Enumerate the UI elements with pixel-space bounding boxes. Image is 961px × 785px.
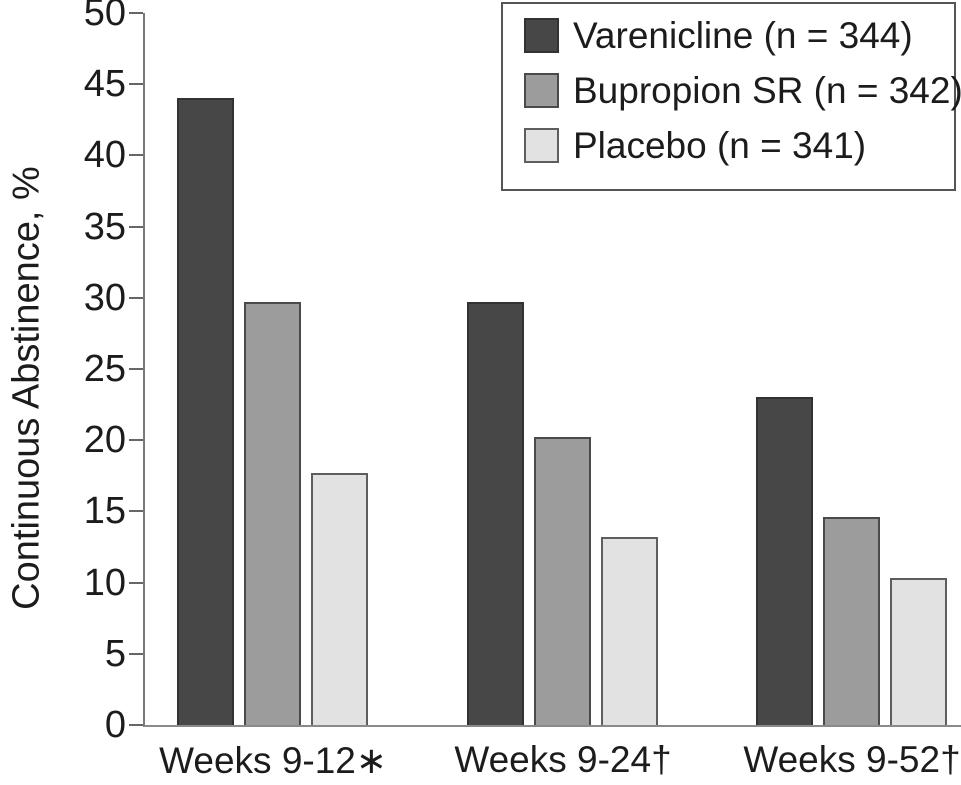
y-tick-label: 25 <box>83 348 126 390</box>
x-category-label-weeks-9-24: Weeks 9-24† <box>454 739 672 780</box>
legend-item-bupropion: Bupropion SR (n = 342) <box>524 72 961 109</box>
y-tick-mark <box>129 154 143 157</box>
y-tick-label: 5 <box>104 632 126 675</box>
legend-label-placebo: Placebo (n = 341) <box>573 125 867 166</box>
bar-series1-group0 <box>244 302 301 725</box>
legend-item-placebo: Placebo (n = 341) <box>524 125 954 166</box>
y-tick-label: 40 <box>83 134 126 177</box>
y-tick-mark <box>129 83 143 86</box>
legend-item-varenicline: Varenicline (n = 344) <box>524 15 954 56</box>
y-tick-mark <box>129 724 143 726</box>
y-tick-label: 0 <box>104 704 126 746</box>
varenicline-swatch-icon <box>524 18 559 53</box>
y-tick-mark <box>129 652 143 655</box>
x-category-label-weeks-9-12: Weeks 9-12∗ <box>159 740 387 781</box>
y-tick-mark <box>129 368 143 370</box>
y-tick-mark <box>129 12 143 14</box>
y-tick-label: 50 <box>83 0 126 34</box>
legend-label-bupropion: Bupropion SR (n = 342) <box>573 70 961 111</box>
placebo-swatch-icon <box>524 128 559 163</box>
plot-area <box>129 12 961 727</box>
bar-series0-group0 <box>177 98 234 725</box>
legend-label-varenicline: Varenicline (n = 344) <box>573 15 913 56</box>
y-tick-mark <box>129 225 143 228</box>
y-tick-mark <box>129 296 143 299</box>
bar-series2-group2 <box>890 578 947 725</box>
y-tick-mark <box>129 510 143 513</box>
y-tick-mark <box>129 581 143 584</box>
bar-series1-group1 <box>534 437 591 725</box>
y-tick-label: 35 <box>83 205 126 248</box>
y-tick-mark <box>129 439 143 442</box>
x-category-label-weeks-9-52: Weeks 9-52† <box>743 739 961 780</box>
bar-series2-group0 <box>311 472 368 725</box>
y-tick-label: 45 <box>83 63 126 106</box>
y-tick-label: 15 <box>83 490 126 533</box>
y-tick-label: 10 <box>83 561 126 604</box>
bar-series0-group1 <box>467 302 524 725</box>
y-tick-label: 30 <box>83 276 126 319</box>
y-tick-label: 20 <box>83 419 126 462</box>
legend: Varenicline (n = 344) Bupropion SR (n = … <box>501 2 961 191</box>
bar-series1-group2 <box>823 517 880 725</box>
bar-series2-group1 <box>601 537 658 725</box>
bar-series0-group2 <box>756 397 813 725</box>
bupropion-swatch-icon <box>524 73 559 108</box>
